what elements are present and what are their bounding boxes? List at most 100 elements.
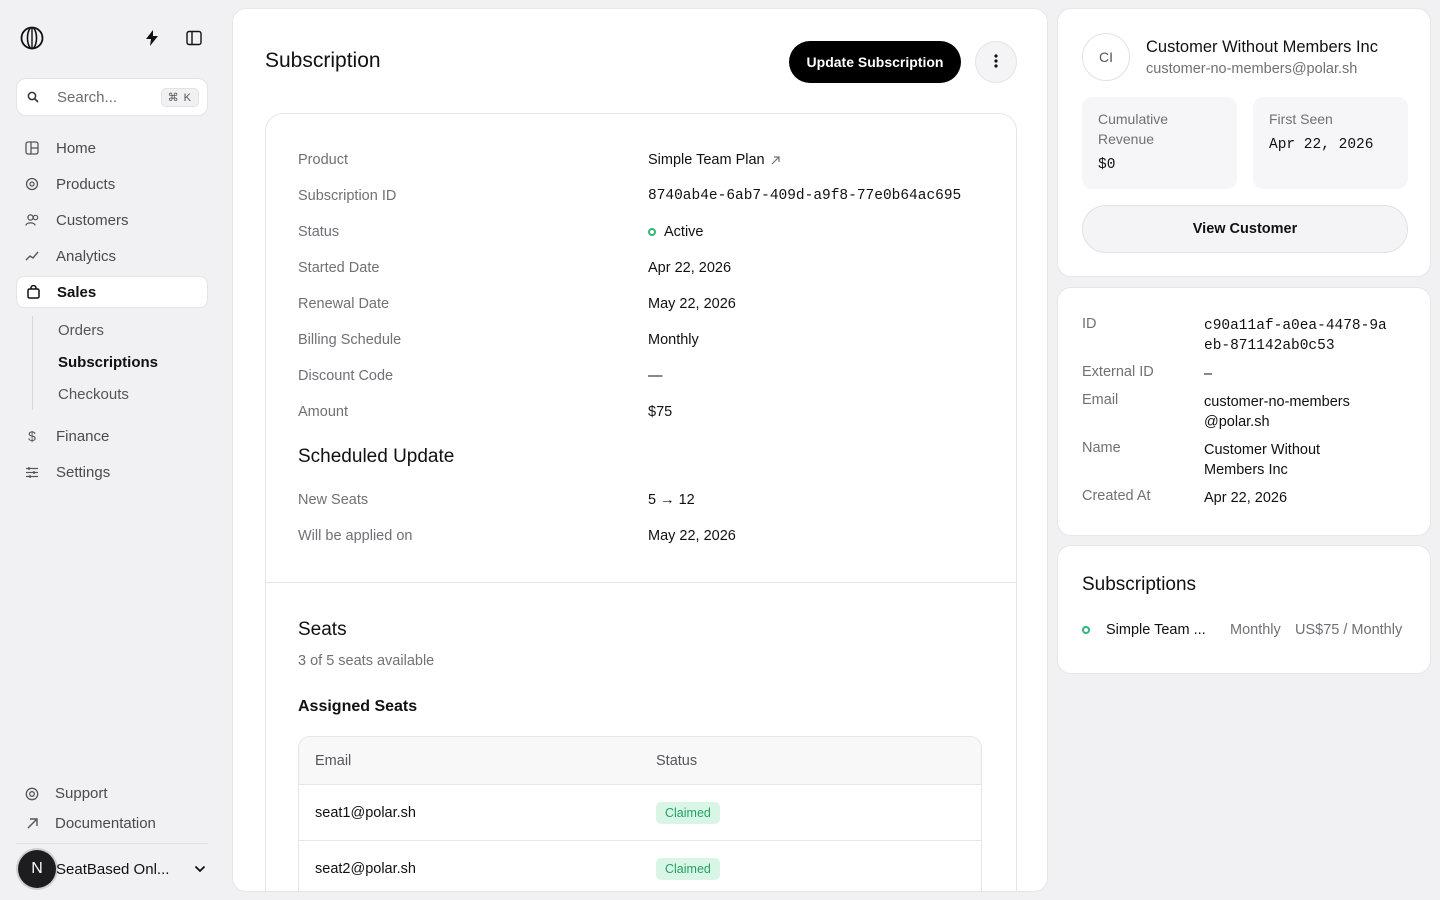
subscriptions-title: Subscriptions xyxy=(1082,574,1197,595)
column-header-status[interactable]: Status xyxy=(656,752,698,769)
products-icon xyxy=(24,176,40,192)
nav-item-analytics[interactable]: Analytics xyxy=(16,240,208,272)
subscription-cycle: Monthly xyxy=(1230,622,1281,638)
cumulative-revenue-stat: Cumulative Revenue $0 xyxy=(1082,97,1237,189)
subnav-line xyxy=(32,316,33,410)
detail-row-external-id: External ID – xyxy=(1082,364,1394,384)
detail-row-product: Product Simple Team Plan xyxy=(298,152,780,168)
subscription-details-card: Product Simple Team Plan Subscription ID… xyxy=(265,113,1017,891)
detail-label: Status xyxy=(298,224,340,240)
status-dot-icon xyxy=(648,228,656,236)
assigned-seats-table: Email Status seat1@polar.sh Claimed seat… xyxy=(298,736,982,891)
more-vertical-icon xyxy=(994,53,998,71)
customer-card: CI Customer Without Members Inc customer… xyxy=(1057,8,1431,277)
page-title: Subscription xyxy=(265,49,381,72)
search-placeholder: Search... xyxy=(57,88,118,106)
nav-item-settings[interactable]: Settings xyxy=(16,456,208,488)
sidebar: Search... ⌘ K Home Products Customers An… xyxy=(0,0,224,900)
detail-row-created: Created At Apr 22, 2026 xyxy=(1082,488,1394,508)
nav-item-home[interactable]: Home xyxy=(16,132,208,164)
nav-label: Products xyxy=(56,175,116,193)
new-seats-value: 5 → 12 xyxy=(648,492,695,508)
detail-row-email: Email customer-no-members@polar.sh xyxy=(1082,392,1354,432)
dollar-icon: $ xyxy=(28,428,36,444)
detail-label: Amount xyxy=(298,404,348,420)
customer-id-value: c90a11af-a0ea-4478-9aeb-871142ab0c53 xyxy=(1204,318,1387,354)
divider xyxy=(266,582,1016,583)
status-value: Active xyxy=(664,224,704,240)
stat-value: Apr 22, 2026 xyxy=(1269,137,1374,153)
customer-details-card: ID c90a11af-a0ea-4478-9aeb-871142ab0c53 … xyxy=(1057,287,1431,536)
started-date-value: Apr 22, 2026 xyxy=(648,260,732,276)
detail-row-name: Name Customer Without Members Inc xyxy=(1082,440,1354,480)
search-input[interactable]: Search... ⌘ K xyxy=(16,78,208,116)
nav-item-finance[interactable]: $ Finance xyxy=(16,420,208,452)
seats-available-text: 3 of 5 seats available xyxy=(298,653,435,669)
billing-schedule-value: Monthly xyxy=(648,332,699,348)
customer-name: Customer Without Members Inc xyxy=(1146,38,1378,56)
detail-row-id: ID c90a11af-a0ea-4478-9aeb-871142ab0c53 xyxy=(1082,316,1394,356)
stat-value: $0 xyxy=(1098,157,1116,173)
amount-value: $75 xyxy=(648,404,673,420)
seat-email: seat1@polar.sh xyxy=(315,804,416,821)
external-id-value: – xyxy=(1204,366,1213,382)
customers-icon xyxy=(24,212,40,228)
name-value: Customer Without Members Inc xyxy=(1204,442,1321,478)
detail-row-applied-on: Will be applied on May 22, 2026 xyxy=(298,528,736,544)
detail-label: Name xyxy=(1082,440,1121,456)
customer-subscriptions-card: Subscriptions Simple Team ... Monthly US… xyxy=(1057,545,1431,674)
analytics-icon xyxy=(24,248,40,264)
documentation-link[interactable]: Documentation xyxy=(24,815,156,832)
status-badge: Claimed xyxy=(656,857,720,880)
status-badge: Claimed xyxy=(656,801,720,824)
status-dot-icon xyxy=(1082,626,1090,634)
subscription-name: Simple Team ... xyxy=(1106,622,1206,638)
detail-row-started: Started Date Apr 22, 2026 xyxy=(298,260,731,276)
table-row[interactable]: seat1@polar.sh Claimed xyxy=(299,785,981,841)
column-header-email[interactable]: Email xyxy=(315,752,352,769)
detail-label: Email xyxy=(1082,392,1119,408)
polar-logo-icon[interactable] xyxy=(20,26,44,50)
customer-avatar: CI xyxy=(1082,33,1130,81)
detail-label: Renewal Date xyxy=(298,296,390,312)
nav-label: Customers xyxy=(56,211,129,229)
subnav-item-subscriptions[interactable]: Subscriptions xyxy=(58,354,159,371)
home-icon xyxy=(24,140,40,156)
detail-row-amount: Amount $75 xyxy=(298,404,672,420)
nav-label: Finance xyxy=(56,427,110,445)
subnav-item-orders[interactable]: Orders xyxy=(58,322,104,339)
product-link[interactable]: Simple Team Plan xyxy=(648,152,780,168)
nav-item-sales[interactable]: Sales xyxy=(16,276,208,308)
subscription-id-value: 8740ab4e-6ab7-409d-a9f8-77e0b64ac695 xyxy=(648,188,962,204)
update-subscription-button[interactable]: Update Subscription xyxy=(789,41,961,83)
sliders-icon xyxy=(24,464,40,480)
table-row[interactable]: seat2@polar.sh Claimed xyxy=(299,841,981,891)
first-seen-stat: First Seen Apr 22, 2026 xyxy=(1253,97,1408,189)
sidebar-toggle-icon[interactable] xyxy=(184,28,204,48)
nav-item-customers[interactable]: Customers xyxy=(16,204,208,236)
subnav-item-checkouts[interactable]: Checkouts xyxy=(58,386,129,403)
assigned-seats-title: Assigned Seats xyxy=(298,698,418,715)
nav-label: Settings xyxy=(56,463,111,481)
seats-title: Seats xyxy=(298,619,347,640)
external-link-icon xyxy=(771,155,780,165)
support-label: Support xyxy=(55,785,108,802)
view-customer-button[interactable]: View Customer xyxy=(1082,205,1408,253)
detail-row-new-seats: New Seats 5 → 12 xyxy=(298,492,695,508)
nav-item-products[interactable]: Products xyxy=(16,168,208,200)
support-link[interactable]: Support xyxy=(24,785,108,802)
applied-on-value: May 22, 2026 xyxy=(648,528,736,544)
renewal-date-value: May 22, 2026 xyxy=(648,296,736,312)
more-options-button[interactable] xyxy=(975,41,1017,83)
stat-label: First Seen xyxy=(1269,111,1333,127)
nav-label: Analytics xyxy=(56,247,117,265)
detail-label: Product xyxy=(298,152,348,168)
organization-name: SeatBased Onl... xyxy=(56,861,192,878)
detail-row-renewal: Renewal Date May 22, 2026 xyxy=(298,296,736,312)
subscription-list-item[interactable]: Simple Team ... Monthly US$75 / Monthly xyxy=(1082,622,1408,638)
organization-switcher[interactable]: N SeatBased Onl... xyxy=(18,849,208,889)
detail-row-status: Status Active xyxy=(298,224,704,240)
detail-label: Started Date xyxy=(298,260,380,276)
lightning-icon[interactable] xyxy=(142,28,162,48)
detail-label: New Seats xyxy=(298,492,369,508)
